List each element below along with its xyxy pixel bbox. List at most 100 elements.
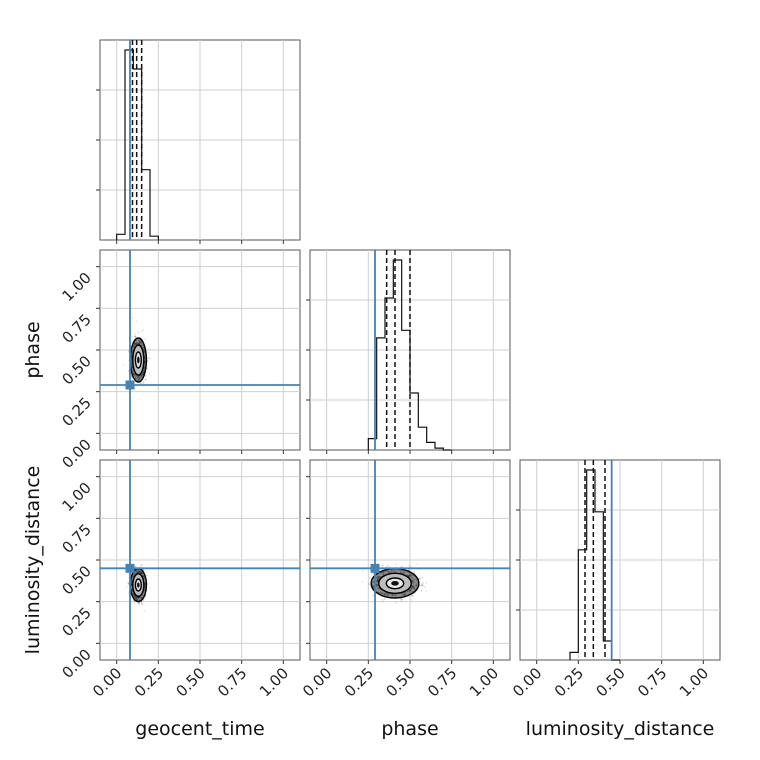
sample-dot bbox=[400, 566, 403, 568]
sample-dot bbox=[148, 357, 151, 360]
y-tick-label: 0.25 bbox=[58, 604, 94, 640]
x-tick-label: 1.00 bbox=[466, 664, 502, 700]
sample-dot bbox=[410, 595, 413, 598]
sample-dot bbox=[142, 382, 145, 385]
y-tick-label: 1.00 bbox=[58, 269, 94, 305]
sample-dot bbox=[395, 563, 397, 565]
sample-dot bbox=[148, 357, 150, 359]
x-axis-label-luminosity-distance: luminosity_distance bbox=[526, 718, 715, 740]
sample-dot bbox=[362, 570, 364, 572]
y-tick-label: 0.00 bbox=[58, 645, 94, 681]
sample-dot bbox=[421, 582, 424, 585]
sample-dot bbox=[367, 583, 370, 585]
x-tick-label: 0.00 bbox=[509, 664, 545, 700]
truth-marker bbox=[125, 563, 135, 573]
x-tick-label: 0.75 bbox=[634, 664, 670, 700]
sample-dot bbox=[385, 566, 388, 568]
sample-dot bbox=[424, 586, 426, 589]
x-tick-label: 0.00 bbox=[299, 664, 335, 700]
panel-geocent_time-geocent_time bbox=[96, 39, 301, 244]
contour-peak bbox=[391, 581, 399, 586]
contour-peak bbox=[137, 582, 140, 588]
truth-marker bbox=[125, 380, 135, 390]
sample-dot bbox=[372, 572, 375, 575]
sample-dot bbox=[122, 363, 125, 366]
sample-dot bbox=[140, 601, 143, 603]
x-tick-label: 0.50 bbox=[382, 664, 418, 700]
sample-dot bbox=[148, 372, 151, 375]
x-tick-label: 0.25 bbox=[131, 664, 167, 700]
sample-dot bbox=[410, 599, 413, 601]
sample-dot bbox=[420, 584, 423, 587]
sample-dot bbox=[142, 381, 145, 383]
sample-dot bbox=[140, 330, 143, 333]
sample-dot bbox=[381, 565, 383, 567]
x-tick-label: 0.50 bbox=[172, 664, 208, 700]
sample-dot bbox=[425, 581, 427, 584]
sample-dot bbox=[422, 584, 425, 587]
x-tick-label: 0.75 bbox=[424, 664, 460, 700]
sample-dot bbox=[387, 564, 389, 567]
sample-dot bbox=[381, 600, 384, 603]
sample-dot bbox=[411, 594, 414, 597]
x-axis-label-geocent-time: geocent_time bbox=[135, 718, 264, 740]
sample-dot bbox=[140, 602, 143, 605]
sample-dot bbox=[416, 563, 419, 565]
sample-dot bbox=[145, 378, 148, 381]
sample-dot bbox=[421, 584, 423, 586]
truth-marker bbox=[370, 563, 380, 573]
x-tick-label: 1.00 bbox=[676, 664, 712, 700]
sample-dot bbox=[400, 600, 403, 602]
sample-dot bbox=[126, 585, 128, 588]
y-tick-label: 0.75 bbox=[58, 520, 94, 556]
panel-luminosity_distance-luminosity_distance: 0.00 0.25 0.50 0.75 1.00 bbox=[509, 459, 721, 700]
sample-dot bbox=[413, 571, 416, 574]
sample-dot bbox=[395, 601, 397, 604]
sample-dot bbox=[131, 335, 134, 338]
sample-dot bbox=[400, 598, 403, 601]
sample-dot bbox=[425, 590, 427, 592]
sample-dot bbox=[144, 378, 147, 381]
y-tick-label: 0.75 bbox=[58, 310, 94, 346]
sample-dot bbox=[147, 347, 150, 350]
panel-phase-phase bbox=[306, 249, 511, 454]
sample-dot bbox=[144, 338, 146, 340]
y-axis-label-luminosity-distance: luminosity_distance bbox=[22, 466, 44, 655]
sample-dot bbox=[142, 329, 145, 331]
sample-dot bbox=[421, 576, 424, 579]
panel-phase-geocent_time: 0.00 0.25 0.50 0.75 1.00 bbox=[58, 249, 301, 472]
sample-dot bbox=[135, 320, 138, 323]
panel-luminosity_distance-phase: 0.00 0.25 0.50 0.75 1.00 bbox=[299, 459, 511, 700]
sample-dot bbox=[419, 577, 422, 580]
histogram-geocent_time bbox=[116, 49, 159, 240]
sample-dot bbox=[133, 602, 136, 604]
sample-dot bbox=[144, 374, 147, 377]
x-tick-label: 0.00 bbox=[89, 664, 125, 700]
sample-dot bbox=[372, 594, 375, 597]
sample-dot bbox=[384, 598, 386, 600]
sample-dot bbox=[420, 590, 423, 592]
x-tick-label: 0.25 bbox=[341, 664, 377, 700]
y-axis-label-phase: phase bbox=[22, 321, 44, 378]
x-axis-label-phase: phase bbox=[381, 718, 438, 740]
sample-dot bbox=[131, 317, 134, 319]
y-tick-label: 1.00 bbox=[58, 479, 94, 515]
sample-dot bbox=[408, 564, 410, 567]
sample-dot bbox=[381, 564, 384, 567]
sample-dot bbox=[137, 331, 140, 334]
panel-luminosity_distance-geocent_time: 0.000.000.250.250.500.500.750.751.001.00 bbox=[58, 459, 301, 700]
sample-dot bbox=[368, 576, 371, 579]
x-tick-label: 0.50 bbox=[592, 664, 628, 700]
y-tick-label: 0.00 bbox=[58, 435, 94, 471]
sample-dot bbox=[134, 335, 137, 338]
sample-dot bbox=[144, 595, 147, 598]
sample-dot bbox=[138, 602, 141, 604]
sample-dot bbox=[400, 598, 403, 601]
sample-dot bbox=[140, 564, 143, 567]
x-tick-label: 0.75 bbox=[214, 664, 250, 700]
sample-dot bbox=[138, 602, 140, 605]
sample-dot bbox=[419, 584, 421, 587]
contour-peak bbox=[137, 356, 140, 364]
sample-dot bbox=[149, 587, 152, 590]
sample-dot bbox=[127, 581, 130, 584]
